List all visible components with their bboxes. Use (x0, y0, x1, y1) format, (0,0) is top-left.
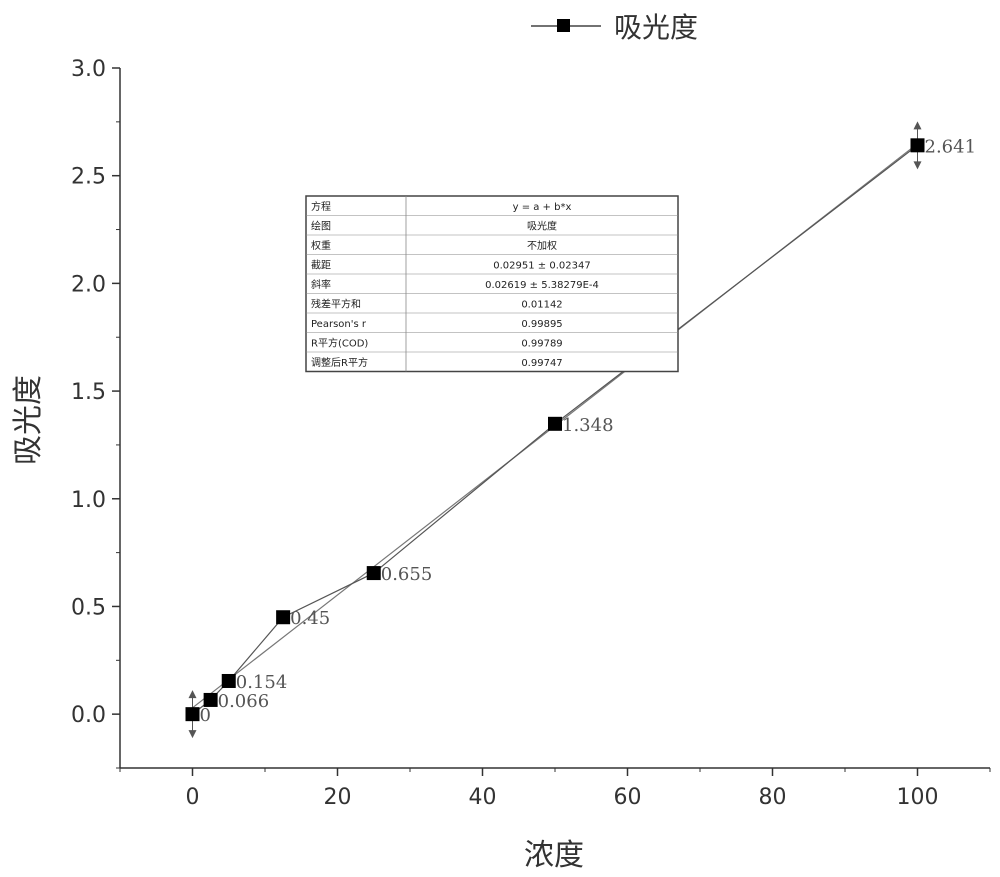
stats-key: 权重 (311, 239, 331, 252)
legend: 吸光度 (531, 11, 698, 44)
stats-key: 调整后R平方 (311, 356, 368, 369)
stats-key: 绘图 (311, 220, 331, 233)
data-label: 2.641 (925, 136, 977, 157)
y-tick-label: 2.0 (71, 272, 106, 297)
data-point (203, 692, 218, 707)
y-tick-label: 3.0 (71, 57, 106, 82)
y-tick-label: 2.5 (71, 165, 106, 190)
y-axis-title: 吸光度 (11, 375, 46, 465)
y-tick-label: 1.0 (71, 488, 106, 513)
data-label: 1.348 (562, 415, 614, 436)
data-point (221, 673, 236, 688)
y-tick-label: 1.5 (71, 380, 106, 405)
stats-value: 0.02619 ± 5.38279E-4 (485, 280, 599, 291)
data-label: 0.154 (236, 672, 288, 693)
x-axis-title: 浓度 (524, 838, 584, 873)
y-tick-label: 0.0 (71, 703, 106, 728)
error-bar-arrow-down (188, 730, 197, 739)
stats-value: 0.99789 (521, 339, 562, 350)
stats-key: 斜率 (311, 278, 331, 291)
error-bar-arrow-down (913, 161, 922, 170)
data-label: 0 (200, 705, 211, 726)
stats-value: 0.02951 ± 0.02347 (493, 261, 590, 272)
data-point (185, 707, 200, 722)
x-tick-label: 60 (614, 785, 642, 810)
series-layer (185, 121, 925, 739)
stats-value: 0.01142 (521, 300, 562, 311)
data-label: 0.45 (290, 608, 330, 629)
stats-key: 截距 (311, 259, 331, 272)
data-label: 0.655 (381, 564, 433, 585)
data-point (276, 610, 291, 625)
data-point (910, 138, 925, 153)
x-tick-label: 40 (469, 785, 497, 810)
data-point (548, 416, 562, 431)
x-tick-label: 100 (897, 785, 939, 810)
legend-label: 吸光度 (614, 11, 698, 44)
x-tick-label: 20 (324, 785, 352, 810)
stats-value: 0.99895 (521, 319, 562, 330)
x-tick-label: 80 (759, 785, 787, 810)
data-point (366, 566, 381, 581)
stats-value: y = a + b*x (513, 202, 572, 213)
y-tick-label: 0.5 (71, 595, 106, 620)
x-tick-label: 0 (186, 785, 200, 810)
stats-table-border (305, 195, 679, 373)
stats-key: Pearson's r (311, 319, 367, 330)
error-bar-arrow-up (913, 121, 922, 130)
stats-value: 吸光度 (527, 220, 557, 233)
stats-key: R平方(COD) (311, 337, 368, 350)
stats-value: 不加权 (527, 239, 557, 252)
stats-key: 方程 (311, 200, 331, 213)
error-bar-arrow-up (188, 690, 197, 699)
axes: 0.0 0.5 1.0 1.5 2.0 2.5 3.0 0 20 40 60 80 100 (71, 57, 991, 810)
stats-key: 残差平方和 (311, 298, 361, 311)
stats-value: 0.99747 (521, 358, 562, 369)
data-label: 0.066 (218, 691, 270, 712)
legend-marker (557, 19, 570, 32)
